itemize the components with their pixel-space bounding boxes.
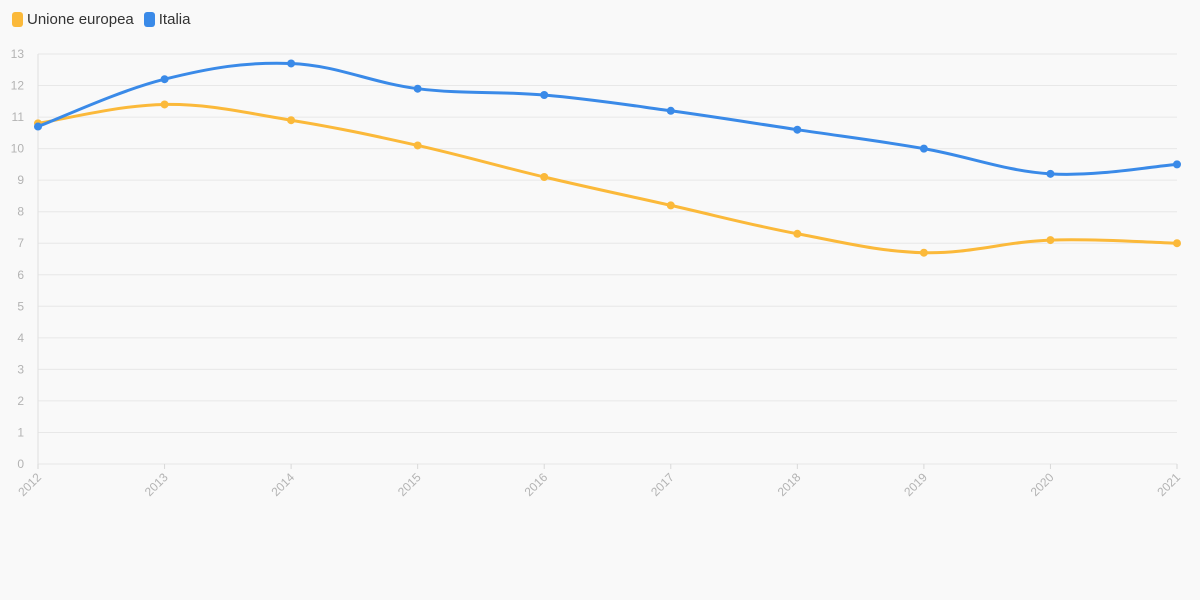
y-tick-label-8: 8 — [17, 205, 24, 219]
y-tick-label-12: 12 — [11, 79, 25, 93]
y-tick-label-7: 7 — [17, 236, 24, 250]
x-tick-label-2013: 2013 — [142, 470, 171, 499]
legend-item-unione-europea[interactable]: Unione europea — [12, 11, 134, 28]
y-tick-label-10: 10 — [11, 142, 25, 156]
data-point-italia-2012 — [34, 122, 42, 131]
y-tick-label-0: 0 — [17, 457, 24, 471]
y-tick-label-4: 4 — [17, 331, 24, 345]
x-tick-label-2012: 2012 — [15, 470, 44, 499]
data-point-unione-europea-2017 — [666, 201, 675, 210]
data-point-unione-europea-2014 — [287, 116, 296, 125]
x-tick-label-2016: 2016 — [522, 470, 551, 499]
data-point-italia-2021 — [1173, 160, 1181, 169]
data-point-italia-2017 — [666, 106, 675, 115]
x-tick-label-2015: 2015 — [395, 470, 424, 499]
x-tick-label-2014: 2014 — [268, 470, 297, 499]
y-tick-label-1: 1 — [17, 425, 24, 439]
x-tick-label-2018: 2018 — [775, 470, 804, 499]
data-point-italia-2015 — [413, 84, 422, 93]
series-line-unione-europea — [36, 102, 1179, 255]
y-tick-label-11: 11 — [12, 110, 25, 124]
data-point-italia-2020 — [1046, 169, 1055, 178]
y-tick-label-6: 6 — [17, 268, 24, 282]
data-point-italia-2019 — [919, 144, 928, 153]
legend-item-italia[interactable]: Italia — [143, 11, 191, 28]
x-tick-label-2020: 2020 — [1028, 470, 1057, 499]
x-tick-label-2017: 2017 — [648, 470, 677, 499]
data-point-unione-europea-2020 — [1046, 236, 1055, 245]
series-line-italia — [36, 61, 1179, 176]
y-tick-label-13: 13 — [11, 47, 25, 61]
legend-swatch-italia — [143, 12, 155, 27]
legend-swatch-unione-europea — [12, 12, 23, 27]
x-tick-label-2021: 2021 — [1154, 470, 1183, 499]
chart-legend: Unione europea Italia — [12, 11, 190, 28]
legend-label-unione-europea: Unione europea — [27, 11, 134, 28]
data-point-italia-2013 — [160, 75, 169, 84]
data-point-italia-2018 — [793, 125, 802, 134]
data-point-unione-europea-2013 — [160, 100, 169, 109]
y-tick-label-5: 5 — [17, 299, 24, 313]
data-point-unione-europea-2021 — [1173, 239, 1181, 248]
data-point-unione-europea-2015 — [413, 141, 422, 150]
data-point-unione-europea-2018 — [793, 229, 802, 238]
data-point-unione-europea-2019 — [919, 248, 928, 257]
legend-label-italia: Italia — [158, 11, 191, 28]
data-point-unione-europea-2016 — [540, 173, 549, 181]
y-tick-label-2: 2 — [17, 394, 24, 408]
x-tick-label-2019: 2019 — [901, 470, 930, 499]
y-tick-label-9: 9 — [17, 173, 24, 187]
y-tick-label-3: 3 — [17, 362, 24, 376]
data-point-italia-2014 — [287, 59, 296, 68]
data-point-italia-2016 — [540, 91, 549, 99]
